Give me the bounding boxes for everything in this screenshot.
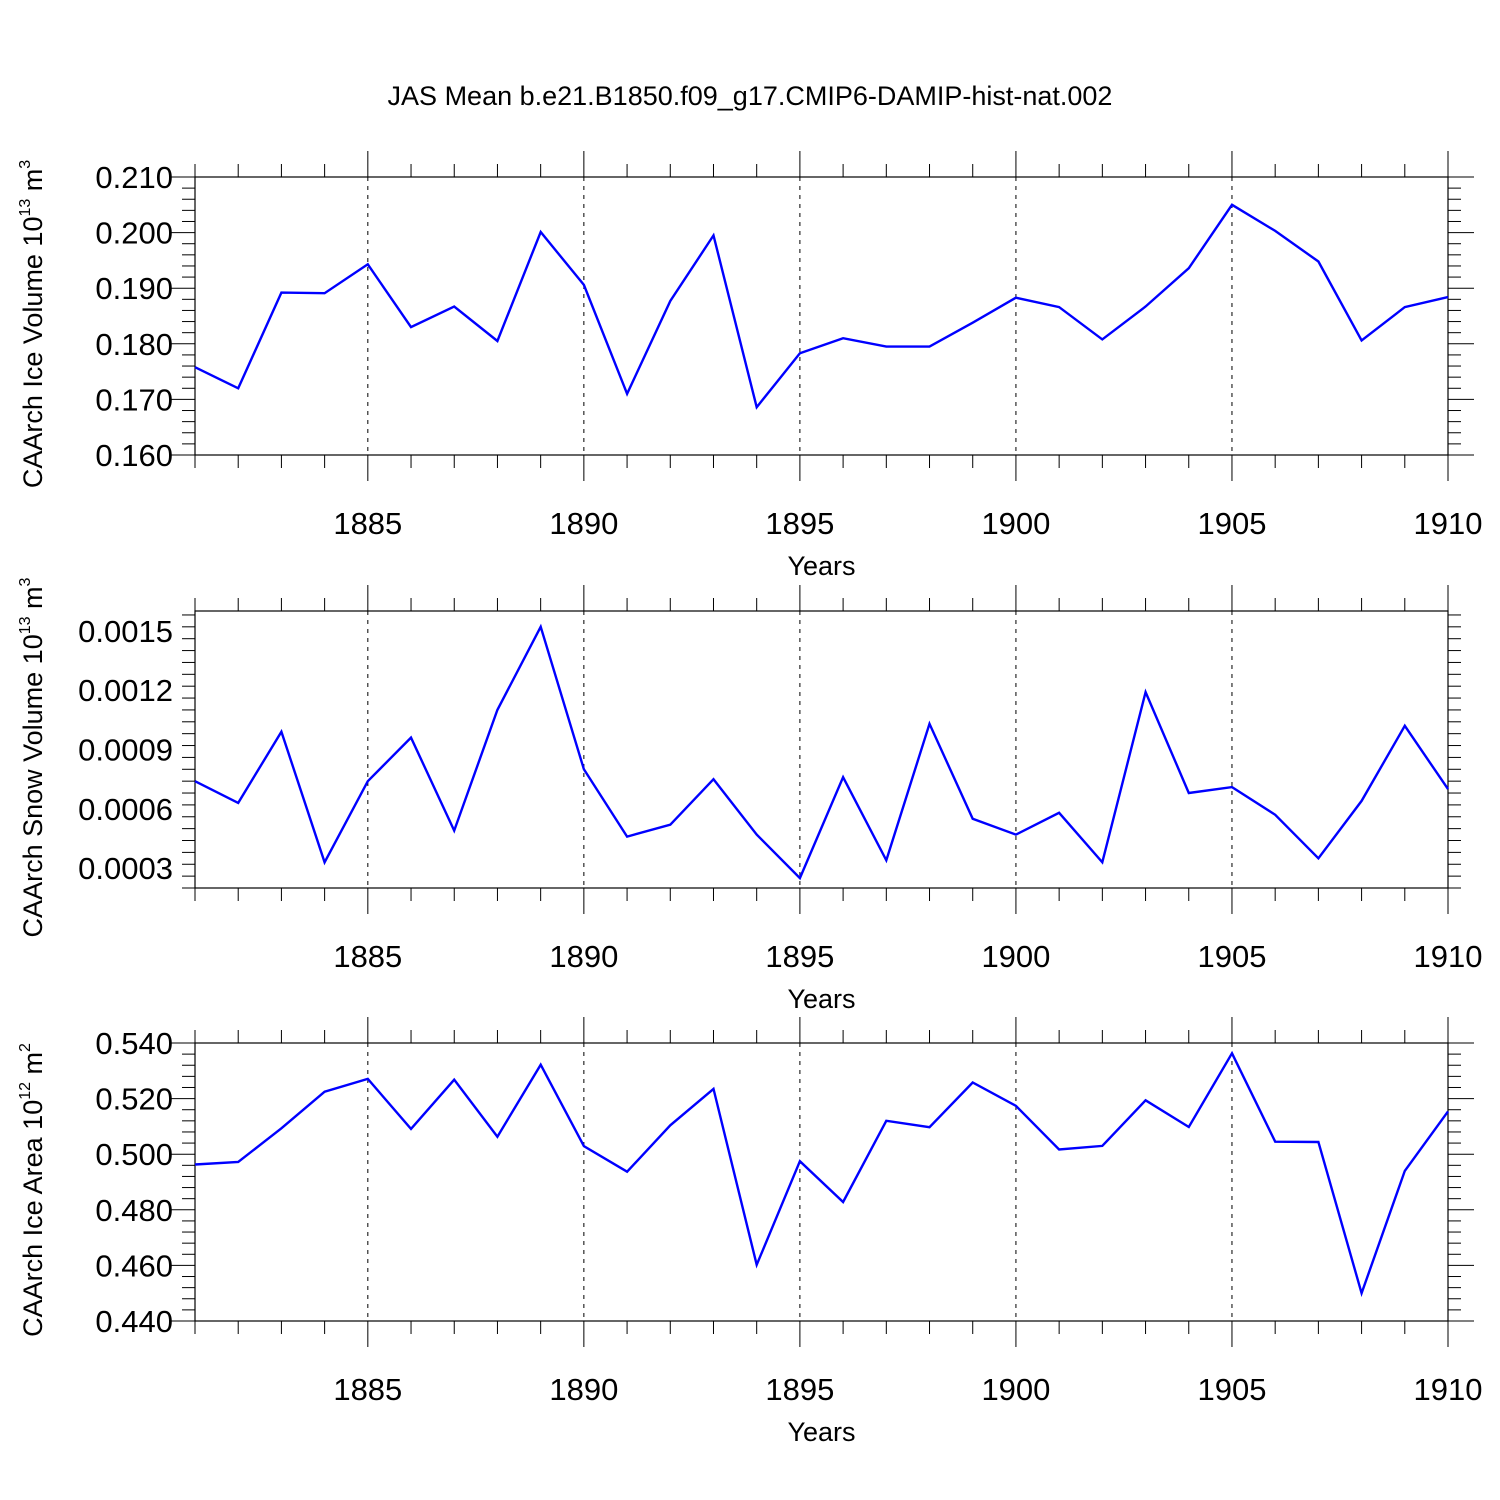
y-axis-label-part: CAArch Ice Area 10 bbox=[18, 1100, 48, 1337]
x-axis-label: Years bbox=[787, 1417, 855, 1447]
y-axis-label: CAArch Ice Volume 1013 m3 bbox=[17, 160, 48, 488]
x-tick-label: 1890 bbox=[549, 1372, 618, 1407]
x-axis-label: Years bbox=[787, 984, 855, 1014]
x-axis-label: Years bbox=[787, 551, 855, 581]
x-tick-label: 1900 bbox=[981, 939, 1050, 974]
y-axis-label-superscript: 3 bbox=[17, 577, 34, 586]
figure-title: JAS Mean b.e21.B1850.f09_g17.CMIP6-DAMIP… bbox=[388, 81, 1113, 111]
x-tick-label: 1885 bbox=[333, 939, 402, 974]
plot-frame bbox=[194, 610, 1449, 889]
x-tick-label: 1895 bbox=[765, 1372, 834, 1407]
plot-frame bbox=[194, 176, 1449, 456]
series-line-1 bbox=[194, 203, 1449, 410]
panels: 1885 1890 1895 1900 1905 1910 0.160 0.170 0.180 0… bbox=[17, 151, 1482, 1447]
y-axis-label-part: m bbox=[18, 1052, 48, 1082]
y-axis-label-superscript: 2 bbox=[17, 1043, 34, 1052]
x-tick-label: 1885 bbox=[333, 1372, 402, 1407]
y-axis-label-part: m bbox=[18, 169, 48, 199]
y-axis-label-part: CAArch Ice Volume 10 bbox=[18, 217, 48, 489]
y-tick-label: 0.0003 bbox=[78, 851, 173, 886]
x-tick-label: 1890 bbox=[549, 506, 618, 541]
y-tick-label: 0.0009 bbox=[78, 733, 173, 768]
x-tick-label: 1890 bbox=[549, 939, 618, 974]
x-tick-label: 1910 bbox=[1414, 506, 1483, 541]
y-tick-label: 0.0015 bbox=[78, 614, 173, 649]
x-tick-label: 1910 bbox=[1414, 1372, 1483, 1407]
y-tick-label: 0.170 bbox=[95, 382, 173, 417]
y-axis-label-superscript: 12 bbox=[17, 1082, 34, 1100]
y-tick-label: 0.520 bbox=[95, 1082, 173, 1117]
y-axis-label-superscript: 3 bbox=[17, 160, 34, 169]
series-line-1 bbox=[194, 1050, 1449, 1298]
x-tick-label: 1895 bbox=[765, 506, 834, 541]
y-tick-label: 0.160 bbox=[95, 438, 173, 473]
y-tick-label: 0.500 bbox=[95, 1137, 173, 1172]
y-tick-label: 0.210 bbox=[95, 160, 173, 195]
series-line-1 bbox=[194, 623, 1449, 881]
y-tick-label: 0.180 bbox=[95, 327, 173, 362]
y-axis-label-superscript: 13 bbox=[17, 199, 34, 217]
y-tick-label: 0.200 bbox=[95, 216, 173, 251]
y-axis-label: CAArch Ice Area 1012 m2 bbox=[17, 1043, 48, 1337]
y-tick-label: 0.0006 bbox=[78, 792, 173, 827]
y-tick-label: 0.480 bbox=[95, 1193, 173, 1228]
y-tick-label: 0.440 bbox=[95, 1304, 173, 1339]
x-tick-label: 1900 bbox=[981, 506, 1050, 541]
x-tick-label: 1905 bbox=[1197, 1372, 1266, 1407]
panel-2: 1885 1890 1895 1900 1905 1910 0.0003 0.0006 0.00… bbox=[17, 577, 1482, 1014]
panel-1: 1885 1890 1895 1900 1905 1910 0.160 0.170 0.180 0… bbox=[17, 151, 1482, 581]
x-tick-label: 1885 bbox=[333, 506, 402, 541]
y-tick-label: 0.0012 bbox=[78, 673, 173, 708]
y-tick-label: 0.540 bbox=[95, 1026, 173, 1061]
x-tick-label: 1900 bbox=[981, 1372, 1050, 1407]
panel-3: 1885 1890 1895 1900 1905 1910 0.440 0.460 0.480 0… bbox=[17, 1017, 1482, 1447]
y-axis-label-superscript: 13 bbox=[17, 616, 34, 634]
plot-frame bbox=[194, 1042, 1449, 1322]
x-tick-label: 1895 bbox=[765, 939, 834, 974]
y-tick-label: 0.190 bbox=[95, 271, 173, 306]
y-axis-label-part: CAArch Snow Volume 10 bbox=[18, 634, 48, 937]
y-axis-label-part: m bbox=[18, 586, 48, 616]
y-tick-label: 0.460 bbox=[95, 1248, 173, 1283]
x-tick-label: 1910 bbox=[1414, 939, 1483, 974]
x-tick-label: 1905 bbox=[1197, 939, 1266, 974]
x-tick-label: 1905 bbox=[1197, 506, 1266, 541]
y-axis-label: CAArch Snow Volume 1013 m3 bbox=[17, 577, 48, 937]
